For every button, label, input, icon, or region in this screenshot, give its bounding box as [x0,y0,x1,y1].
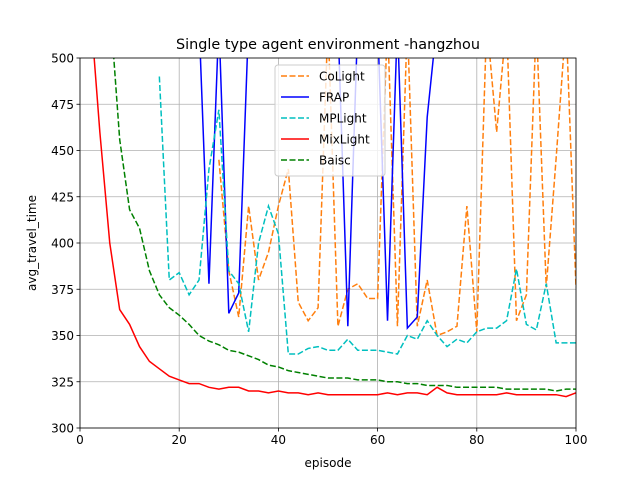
ticks: 0 20 40 60 80 100 300 325 350 375 400 425 450 475 500 [51,52,587,448]
legend-label: FRAP [319,91,349,105]
y-tick-label: 450 [51,144,74,158]
x-tick-label: 80 [469,433,484,447]
legend-box [274,64,386,177]
x-axis-label: episode [305,456,352,470]
y-tick-label: 425 [51,190,74,204]
legend-label: Baisc [319,154,351,168]
legend: CoLight FRAP MPLight MixLight Baisc [274,64,386,177]
y-tick-label: 300 [51,422,74,436]
y-tick-label: 500 [51,52,74,66]
series-line [158,76,576,355]
y-tick-label: 325 [51,375,74,389]
series-line [218,58,576,337]
legend-label: MixLight [319,133,370,147]
y-tick-label: 400 [51,237,74,251]
x-tick-label: 100 [565,433,588,447]
x-tick-label: 20 [172,433,187,447]
y-axis-label: avg_travel_time [25,195,39,291]
x-tick-label: 60 [370,433,385,447]
chart-title: Single type agent environment -hangzhou [176,37,480,53]
y-tick-label: 475 [51,98,74,112]
y-tick-label: 350 [51,329,74,343]
legend-label: CoLight [319,70,365,84]
x-tick-label: 0 [76,433,84,447]
plot-lines [93,58,576,398]
series-line [113,58,576,392]
y-tick-label: 375 [51,283,74,297]
x-tick-label: 40 [271,433,286,447]
series-line [93,58,576,398]
series-line [199,58,435,330]
legend-label: MPLight [319,112,367,126]
